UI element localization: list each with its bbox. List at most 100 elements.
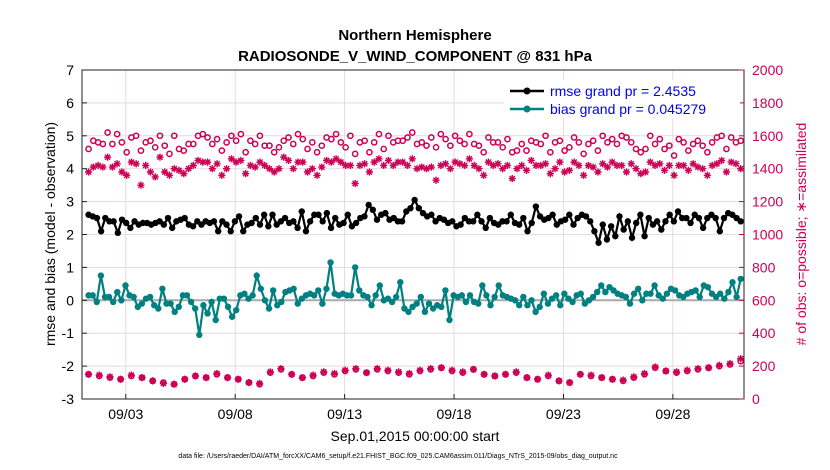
assimilated-low-marker-54 <box>662 367 670 375</box>
possible-marker-86 <box>494 139 502 146</box>
bias-point-8 <box>118 297 125 304</box>
assimilated-low-marker-44 <box>555 377 563 385</box>
bias-point-24 <box>183 292 191 299</box>
rmse-point-141 <box>674 208 682 215</box>
assimilated-low-marker-13 <box>223 374 232 382</box>
bias-point-125 <box>598 282 605 289</box>
assimilated-marker-59 <box>365 168 374 176</box>
possible-marker-134 <box>723 145 730 153</box>
assimilated-marker-57 <box>356 161 364 170</box>
rmse-point-128 <box>620 226 627 233</box>
assimilated-marker-86 <box>494 160 502 168</box>
rmse-point-9 <box>122 219 130 227</box>
assimilated-marker-72 <box>427 163 435 171</box>
assimilated-low-marker-21 <box>309 371 317 379</box>
possible-marker-22 <box>189 140 197 148</box>
assimilated-low-marker-29 <box>395 368 403 376</box>
assimilated-marker-95 <box>537 161 545 170</box>
left-tick-label-7: 4 <box>66 161 74 177</box>
assimilated-low-marker-1 <box>95 371 103 379</box>
rmse-point-122 <box>595 239 602 246</box>
assimilated-marker-69 <box>413 165 421 173</box>
assimilated-low-marker-37 <box>480 370 488 378</box>
assimilated-marker-50 <box>322 156 331 165</box>
rmse-point-82 <box>428 211 435 218</box>
x-axis-label: Sep.01,2015 00:00:00 start <box>331 428 500 444</box>
possible-marker-41 <box>280 137 288 145</box>
rmse-point-137 <box>658 226 665 233</box>
rmse-point-124 <box>603 236 611 243</box>
bias-point-30 <box>208 298 215 306</box>
legend-bias-marker <box>523 105 531 113</box>
assimilated-marker-106 <box>589 163 597 171</box>
assimilated-marker-125 <box>679 161 688 170</box>
possible-marker-55 <box>347 132 354 140</box>
possible-marker-126 <box>685 147 692 154</box>
rmse-point-147 <box>699 224 707 232</box>
bias-point-116 <box>561 290 568 297</box>
left-tick-label-6: 3 <box>66 194 74 210</box>
assimilated-marker-44 <box>294 158 302 166</box>
rmse-point-96 <box>486 214 494 222</box>
x-tick-label-0: 09/03 <box>108 406 143 422</box>
rmse-point-132 <box>637 211 644 218</box>
assimilated-marker-9 <box>127 158 136 166</box>
assimilated-marker-26 <box>208 165 216 173</box>
possible-marker-105 <box>585 140 592 148</box>
left-tick-label-8: 5 <box>66 128 74 144</box>
assimilated-marker-105 <box>584 161 592 170</box>
bias-point-28 <box>200 302 207 309</box>
assimilated-marker-48 <box>313 171 321 179</box>
assimilated-low-marker-15 <box>245 378 253 387</box>
rmse-point-40 <box>252 214 259 222</box>
possible-marker-72 <box>427 134 435 141</box>
assimilated-marker-66 <box>399 158 407 166</box>
rmse-point-42 <box>260 211 268 218</box>
assimilated-marker-4 <box>104 153 112 161</box>
assimilated-low-marker-49 <box>608 375 617 383</box>
bias-point-75 <box>392 293 400 301</box>
possible-marker-39 <box>270 148 278 156</box>
right-tick-label-7: 1400 <box>752 161 783 177</box>
assimilated-low-marker-31 <box>416 366 424 374</box>
possible-marker-29 <box>223 139 230 146</box>
bias-point-156 <box>725 288 732 296</box>
assimilated-marker-17 <box>165 171 174 179</box>
possible-marker-56 <box>351 150 359 158</box>
rmse-point-120 <box>587 218 594 225</box>
bias-point-81 <box>417 293 424 301</box>
assimilated-marker-45 <box>299 158 307 166</box>
rmse-point-31 <box>214 228 222 235</box>
bias-point-104 <box>511 297 519 304</box>
assimilated-marker-33 <box>242 170 250 178</box>
rmse-point-133 <box>641 232 648 240</box>
assimilated-marker-7 <box>118 168 126 176</box>
x-axis-ticks: 09/03 09/08 09/13 09/18 09/23 09/28 <box>108 394 691 422</box>
rmse-point-136 <box>653 218 661 225</box>
assimilated-low-marker-16 <box>256 379 264 387</box>
assimilated-marker-130 <box>703 171 711 179</box>
bias-point-45 <box>269 287 277 294</box>
possible-marker-127 <box>689 140 697 148</box>
assimilated-marker-47 <box>308 165 316 173</box>
assimilated-marker-90 <box>513 165 521 173</box>
assimilated-low-marker-17 <box>266 368 274 376</box>
bias-point-138 <box>651 282 658 289</box>
possible-marker-117 <box>642 145 649 153</box>
possible-marker-73 <box>432 143 440 151</box>
assimilated-marker-71 <box>422 165 431 173</box>
bias-point-86 <box>438 303 445 311</box>
rmse-point-89 <box>457 221 464 228</box>
rmse-point-71 <box>382 209 389 217</box>
left-axis-ticks: -3 -2 -1 0 1 2 3 4 5 6 7 <box>62 62 87 407</box>
assimilated-marker-25 <box>203 158 212 166</box>
assimilated-marker-70 <box>418 163 426 171</box>
assimilated-marker-98 <box>551 165 559 173</box>
assimilated-marker-3 <box>99 163 107 171</box>
bias-point-143 <box>671 287 679 294</box>
rmse-point-119 <box>582 213 590 220</box>
assimilated-marker-136 <box>732 160 740 168</box>
assimilated-marker-85 <box>489 161 497 170</box>
bias-point-148 <box>692 287 699 294</box>
bias-point-27 <box>196 331 203 339</box>
